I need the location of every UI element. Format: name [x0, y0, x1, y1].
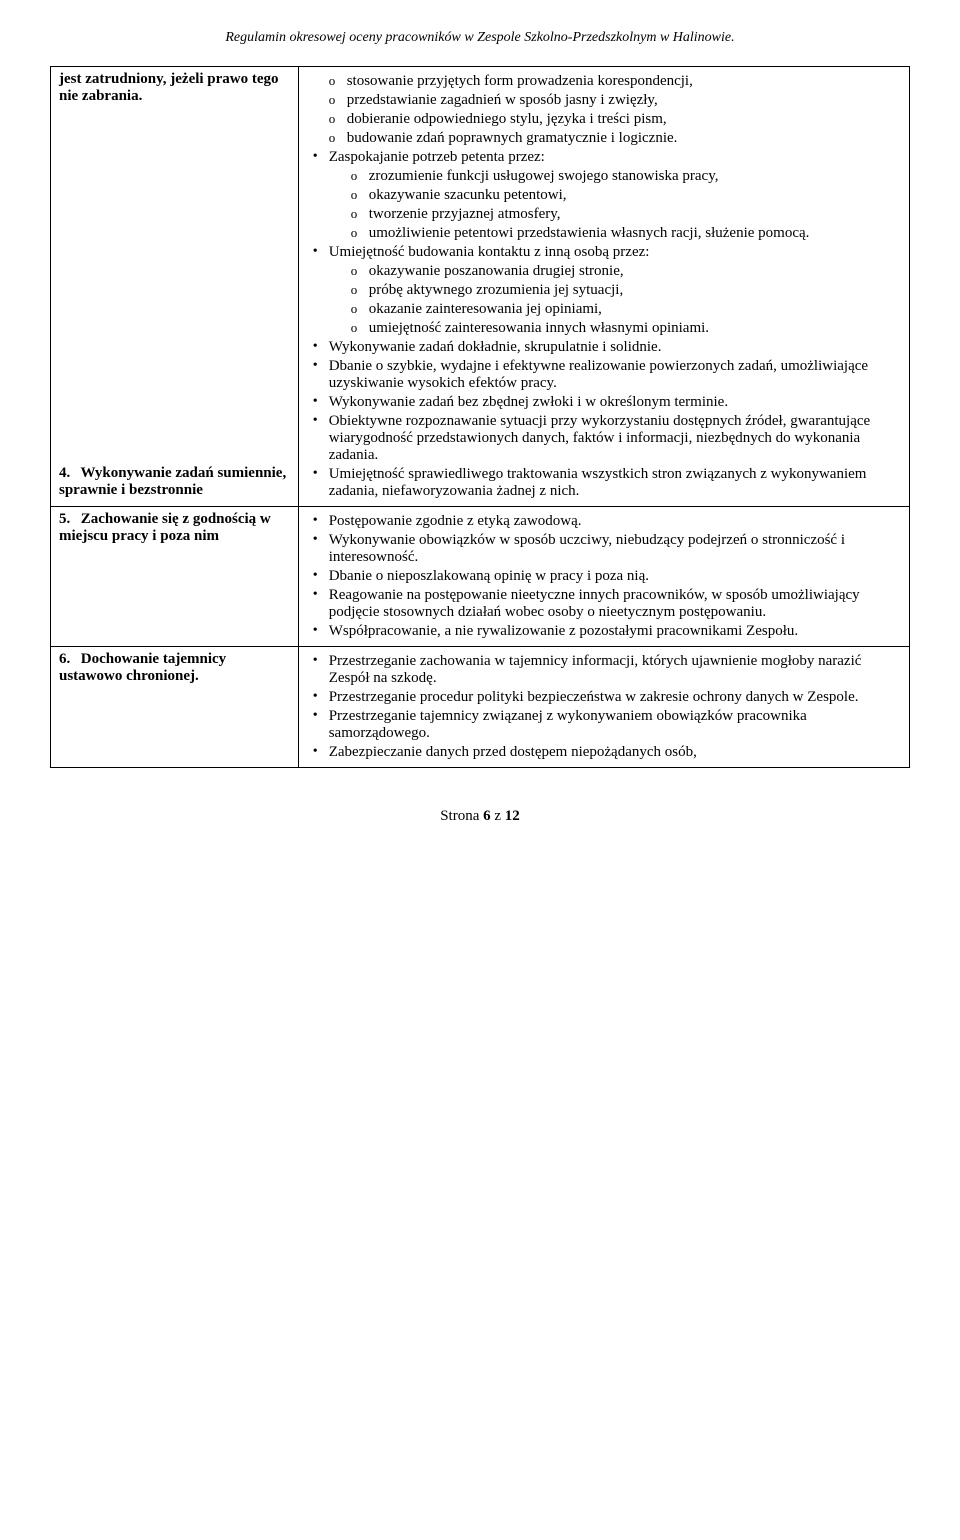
criteria-table: jest zatrudniony, jeżeli prawo tego nie …: [50, 66, 910, 768]
list-item: Postępowanie zgodnie z etyką zawodową.: [307, 513, 901, 530]
criteria-label-cell: 6. Dochowanie tajemnicy ustawowo chronio…: [51, 647, 299, 768]
document-header: Regulamin okresowej oceny pracowników w …: [50, 30, 910, 46]
bullet-list: Postępowanie zgodnie z etyką zawodową. W…: [307, 513, 901, 640]
criteria-title: Zachowanie się z godnością w miejscu pra…: [59, 511, 271, 544]
sublist: stosowanie przyjętych form prowadzenia k…: [307, 73, 901, 147]
sublist: okazywanie poszanowania drugiej stronie,…: [329, 263, 901, 337]
list-item: budowanie zdań poprawnych gramatycznie i…: [307, 130, 901, 147]
criteria-title: Wykonywanie zadań sumiennie, sprawnie i …: [59, 465, 286, 498]
page-number: 6: [483, 808, 491, 824]
list-item: Wykonywanie obowiązków w sposób uczciwy,…: [307, 532, 901, 566]
list-item: Dbanie o szybkie, wydajne i efektywne re…: [307, 358, 901, 392]
criteria-content-cell: stosowanie przyjętych form prowadzenia k…: [298, 67, 909, 507]
criteria-label-cell: jest zatrudniony, jeżeli prawo tego nie …: [51, 67, 299, 507]
list-item: stosowanie przyjętych form prowadzenia k…: [307, 73, 901, 90]
continuation-text: jest zatrudniony, jeżeli prawo tego nie …: [59, 71, 290, 105]
list-item: Przestrzeganie zachowania w tajemnicy in…: [307, 653, 901, 687]
list-item: Przestrzeganie tajemnicy związanej z wyk…: [307, 708, 901, 742]
list-item: Wykonywanie zadań bez zbędnej zwłoki i w…: [307, 394, 901, 411]
bullet-list: Przestrzeganie zachowania w tajemnicy in…: [307, 653, 901, 761]
criteria-heading: 4. Wykonywanie zadań sumiennie, sprawnie…: [59, 465, 290, 499]
list-item: Zabezpieczanie danych przed dostępem nie…: [307, 744, 901, 761]
list-item: Umiejętność budowania kontaktu z inną os…: [307, 244, 901, 337]
table-row: 6. Dochowanie tajemnicy ustawowo chronio…: [51, 647, 910, 768]
criteria-label-cell: 5. Zachowanie się z godnością w miejscu …: [51, 507, 299, 647]
list-item: okazywanie szacunku petentowi,: [329, 187, 901, 204]
list-item: dobieranie odpowiedniego stylu, języka i…: [307, 111, 901, 128]
page-total: 12: [505, 808, 520, 824]
list-item: tworzenie przyjaznej atmosfery,: [329, 206, 901, 223]
list-item: Umiejętność sprawiedliwego traktowania w…: [307, 466, 901, 500]
criteria-content-cell: Przestrzeganie zachowania w tajemnicy in…: [298, 647, 909, 768]
table-row: 5. Zachowanie się z godnością w miejscu …: [51, 507, 910, 647]
list-item: Wykonywanie zadań dokładnie, skrupulatni…: [307, 339, 901, 356]
list-item: Zaspokajanie potrzeb petenta przez: zroz…: [307, 149, 901, 242]
bullet-list: Zaspokajanie potrzeb petenta przez: zroz…: [307, 149, 901, 500]
criteria-heading: 5. Zachowanie się z godnością w miejscu …: [59, 511, 290, 545]
criteria-number: 6.: [59, 651, 77, 668]
document-page: Regulamin okresowej oceny pracowników w …: [0, 0, 960, 865]
list-item: okazanie zainteresowania jej opiniami,: [329, 301, 901, 318]
criteria-title: Dochowanie tajemnicy ustawowo chronionej…: [59, 651, 226, 684]
list-item: próbę aktywnego zrozumienia jej sytuacji…: [329, 282, 901, 299]
list-item: Obiektywne rozpoznawanie sytuacji przy w…: [307, 413, 901, 464]
list-item: Dbanie o nieposzlakowaną opinię w pracy …: [307, 568, 901, 585]
table-row: jest zatrudniony, jeżeli prawo tego nie …: [51, 67, 910, 507]
list-item: Przestrzeganie procedur polityki bezpiec…: [307, 689, 901, 706]
lead-text: Umiejętność budowania kontaktu z inną os…: [329, 244, 650, 260]
list-item: umożliwienie petentowi przedstawienia wł…: [329, 225, 901, 242]
criteria-content-cell: Postępowanie zgodnie z etyką zawodową. W…: [298, 507, 909, 647]
list-item: zrozumienie funkcji usługowej swojego st…: [329, 168, 901, 185]
list-item: Reagowanie na postępowanie nieetyczne in…: [307, 587, 901, 621]
list-item: umiejętność zainteresowania innych własn…: [329, 320, 901, 337]
sublist: zrozumienie funkcji usługowej swojego st…: [329, 168, 901, 242]
criteria-heading: 6. Dochowanie tajemnicy ustawowo chronio…: [59, 651, 290, 685]
page-footer: Strona 6 z 12: [50, 808, 910, 825]
criteria-number: 5.: [59, 511, 77, 528]
list-item: przedstawianie zagadnień w sposób jasny …: [307, 92, 901, 109]
list-item: okazywanie poszanowania drugiej stronie,: [329, 263, 901, 280]
lead-text: Zaspokajanie potrzeb petenta przez:: [329, 149, 545, 165]
list-item: Współpracowanie, a nie rywalizowanie z p…: [307, 623, 901, 640]
criteria-number: 4.: [59, 465, 77, 482]
